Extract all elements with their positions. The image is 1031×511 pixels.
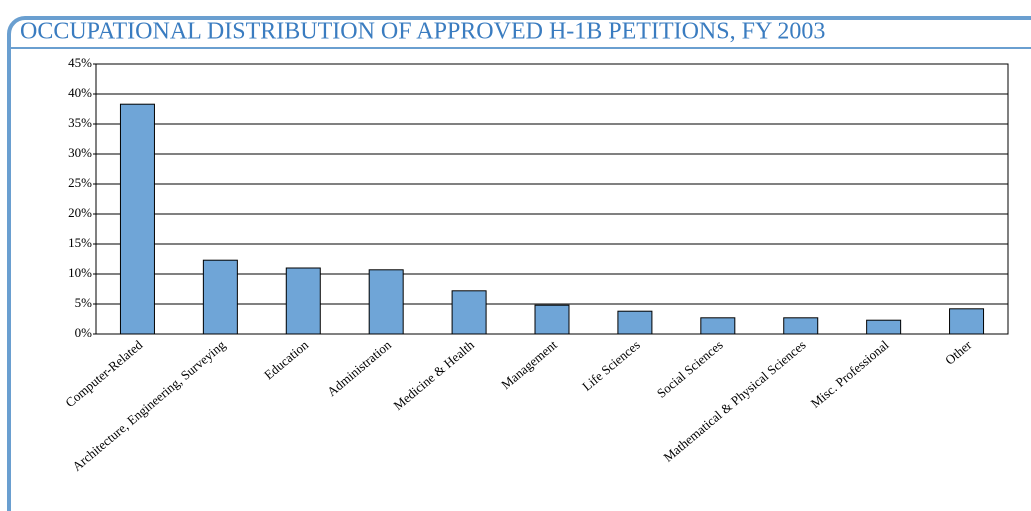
x-tick-label: Medicine & Health: [390, 337, 477, 413]
y-tick-label: 40%: [68, 85, 92, 100]
y-tick-label: 35%: [68, 115, 92, 130]
y-tick-label: 30%: [68, 145, 92, 160]
y-tick-label: 25%: [68, 175, 92, 190]
x-tick-label: Architecture, Engineering, Surveying: [69, 337, 228, 474]
bar: [617, 310, 653, 335]
x-tick-label: Education: [261, 337, 311, 383]
x-tick-label: Life Sciences: [579, 337, 643, 394]
y-tick-label: 15%: [68, 235, 92, 250]
bar: [866, 319, 902, 335]
bar: [534, 304, 570, 335]
y-tick-label: 5%: [75, 295, 93, 310]
bar: [285, 267, 321, 335]
y-tick-label: 45%: [68, 55, 92, 70]
bar: [451, 290, 487, 335]
bar: [368, 269, 404, 335]
x-tick-label: Administration: [324, 337, 394, 399]
x-tick-label: Misc. Professional: [808, 337, 892, 411]
y-tick-label: 20%: [68, 205, 92, 220]
bar: [119, 103, 155, 335]
x-tick-label: Other: [942, 337, 975, 368]
chart-title: OCCUPATIONAL DISTRIBUTION OF APPROVED H-…: [20, 19, 825, 45]
bar: [700, 317, 736, 335]
x-tick-label: Social Sciences: [654, 337, 726, 401]
bar: [202, 259, 238, 335]
y-tick-label: 0%: [75, 325, 93, 340]
bar: [949, 308, 985, 335]
x-tick-label: Mathematical & Physical Sciences: [660, 337, 808, 465]
frame: [7, 16, 1031, 511]
x-tick-label: Management: [498, 337, 560, 392]
bar: [783, 317, 819, 335]
y-tick-label: 10%: [68, 265, 92, 280]
x-tick-label: Computer-Related: [62, 337, 145, 410]
